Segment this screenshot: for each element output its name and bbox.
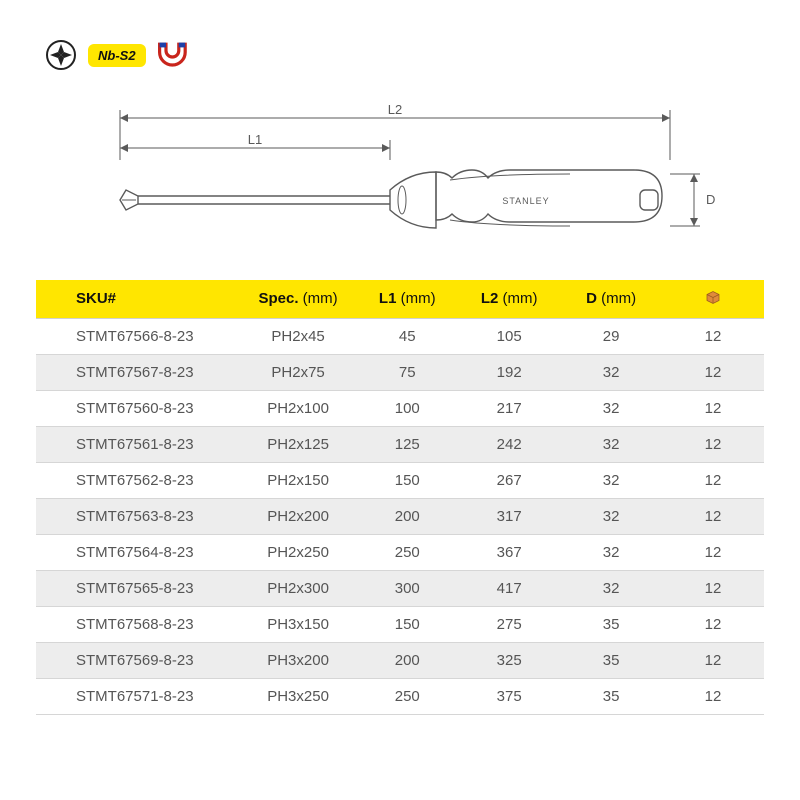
table-cell: 100 xyxy=(356,390,458,426)
table-cell: PH3x250 xyxy=(240,678,356,714)
table-cell: 35 xyxy=(560,606,662,642)
table-row: STMT67562-8-23PH2x1501502673212 xyxy=(36,462,764,498)
table-cell: STMT67565-8-23 xyxy=(36,570,240,606)
table-cell: PH3x200 xyxy=(240,642,356,678)
table-cell: 267 xyxy=(458,462,560,498)
svg-text:L1: L1 xyxy=(248,132,262,147)
table-cell: STMT67567-8-23 xyxy=(36,354,240,390)
table-cell: 250 xyxy=(356,678,458,714)
svg-text:D: D xyxy=(706,192,715,207)
table-cell: STMT67563-8-23 xyxy=(36,498,240,534)
phillips-icon xyxy=(46,40,76,70)
table-cell: 367 xyxy=(458,534,560,570)
table-cell: 200 xyxy=(356,498,458,534)
table-cell: 32 xyxy=(560,498,662,534)
col-header: SKU# xyxy=(36,280,240,318)
table-cell: PH2x150 xyxy=(240,462,356,498)
table-cell: 12 xyxy=(662,354,764,390)
table-row: STMT67563-8-23PH2x2002003173212 xyxy=(36,498,764,534)
table-cell: 275 xyxy=(458,606,560,642)
table-cell: 75 xyxy=(356,354,458,390)
table-cell: 29 xyxy=(560,318,662,354)
table-row: STMT67561-8-23PH2x1251252423212 xyxy=(36,426,764,462)
table-cell: 12 xyxy=(662,462,764,498)
table-cell: 45 xyxy=(356,318,458,354)
table-cell: 12 xyxy=(662,426,764,462)
table-cell: 32 xyxy=(560,462,662,498)
box-icon xyxy=(704,290,722,304)
table-cell: 242 xyxy=(458,426,560,462)
table-cell: 12 xyxy=(662,318,764,354)
table-cell: PH2x300 xyxy=(240,570,356,606)
table-cell: PH2x125 xyxy=(240,426,356,462)
table-cell: 12 xyxy=(662,534,764,570)
table-cell: PH2x100 xyxy=(240,390,356,426)
table-cell: STMT67566-8-23 xyxy=(36,318,240,354)
table-cell: 12 xyxy=(662,678,764,714)
table-row: STMT67569-8-23PH3x2002003253512 xyxy=(36,642,764,678)
table-cell: 375 xyxy=(458,678,560,714)
svg-text:L2: L2 xyxy=(388,102,402,117)
table-cell: PH2x75 xyxy=(240,354,356,390)
table-header-row: SKU#Spec. (mm)L1 (mm)L2 (mm)D (mm) xyxy=(36,280,764,318)
table-cell: 150 xyxy=(356,462,458,498)
table-cell: 325 xyxy=(458,642,560,678)
table-cell: 417 xyxy=(458,570,560,606)
magnet-icon xyxy=(158,41,190,69)
col-header: D (mm) xyxy=(560,280,662,318)
table-cell: 32 xyxy=(560,570,662,606)
table-row: STMT67564-8-23PH2x2502503673212 xyxy=(36,534,764,570)
table-cell: STMT67562-8-23 xyxy=(36,462,240,498)
badge-row: Nb-S2 xyxy=(46,40,764,70)
table-cell: 32 xyxy=(560,354,662,390)
table-cell: 32 xyxy=(560,390,662,426)
table-row: STMT67568-8-23PH3x1501502753512 xyxy=(36,606,764,642)
table-cell: PH2x200 xyxy=(240,498,356,534)
table-cell: STMT67571-8-23 xyxy=(36,678,240,714)
table-cell: STMT67564-8-23 xyxy=(36,534,240,570)
table-cell: 35 xyxy=(560,678,662,714)
table-row: STMT67571-8-23PH3x2502503753512 xyxy=(36,678,764,714)
table-cell: 35 xyxy=(560,642,662,678)
spec-table: SKU#Spec. (mm)L1 (mm)L2 (mm)D (mm) STMT6… xyxy=(36,280,764,715)
table-cell: 317 xyxy=(458,498,560,534)
table-cell: 125 xyxy=(356,426,458,462)
col-header: L1 (mm) xyxy=(356,280,458,318)
svg-text:STANLEY: STANLEY xyxy=(502,196,549,206)
table-cell: 300 xyxy=(356,570,458,606)
table-row: STMT67565-8-23PH2x3003004173212 xyxy=(36,570,764,606)
table-cell: PH2x250 xyxy=(240,534,356,570)
table-cell: PH2x45 xyxy=(240,318,356,354)
table-cell: 12 xyxy=(662,498,764,534)
table-cell: 12 xyxy=(662,642,764,678)
table-cell: 32 xyxy=(560,534,662,570)
dimension-diagram: L2 L1 D STANLEY xyxy=(36,100,764,260)
table-cell: 12 xyxy=(662,606,764,642)
table-cell: STMT67569-8-23 xyxy=(36,642,240,678)
table-cell: 12 xyxy=(662,570,764,606)
table-cell: STMT67561-8-23 xyxy=(36,426,240,462)
col-header: L2 (mm) xyxy=(458,280,560,318)
col-header: Spec. (mm) xyxy=(240,280,356,318)
table-row: STMT67567-8-23PH2x75751923212 xyxy=(36,354,764,390)
table-cell: PH3x150 xyxy=(240,606,356,642)
table-cell: STMT67560-8-23 xyxy=(36,390,240,426)
table-row: STMT67566-8-23PH2x45451052912 xyxy=(36,318,764,354)
table-cell: 32 xyxy=(560,426,662,462)
table-cell: 105 xyxy=(458,318,560,354)
nbs2-badge: Nb-S2 xyxy=(88,44,146,67)
table-cell: STMT67568-8-23 xyxy=(36,606,240,642)
table-cell: 200 xyxy=(356,642,458,678)
table-cell: 217 xyxy=(458,390,560,426)
table-cell: 192 xyxy=(458,354,560,390)
table-cell: 150 xyxy=(356,606,458,642)
col-header xyxy=(662,280,764,318)
table-cell: 12 xyxy=(662,390,764,426)
table-cell: 250 xyxy=(356,534,458,570)
table-row: STMT67560-8-23PH2x1001002173212 xyxy=(36,390,764,426)
